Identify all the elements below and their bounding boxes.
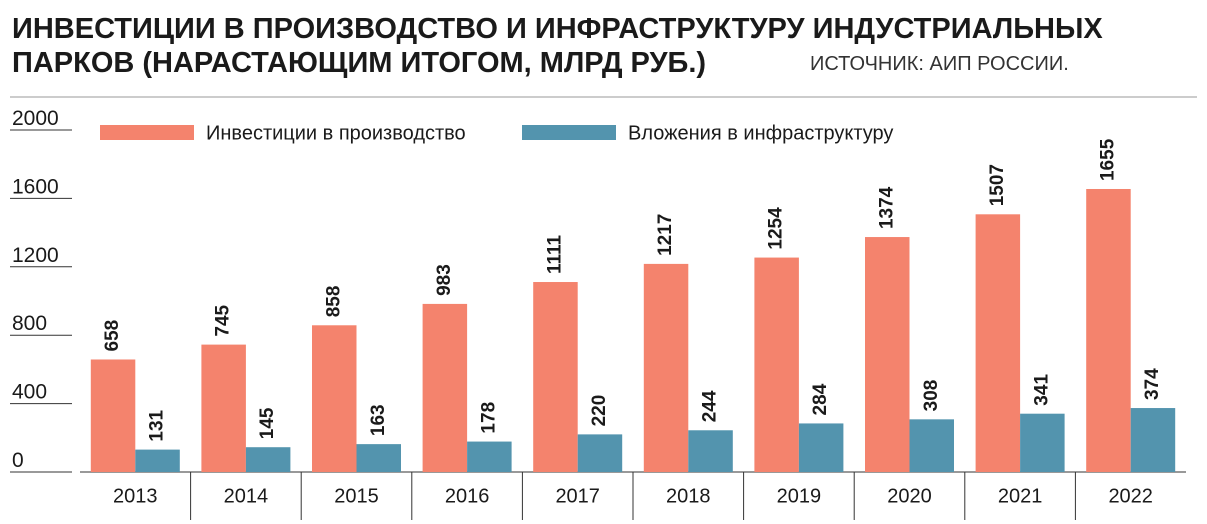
bar — [1020, 413, 1065, 472]
value-label: 131 — [147, 409, 168, 441]
y-tick-label: 1200 — [12, 244, 59, 267]
chart-title: ПАРКОВ (НАРАСТАЮЩИМ ИТОГОМ, МЛРД РУБ.) — [12, 47, 706, 79]
bar — [201, 344, 246, 472]
bar — [135, 449, 180, 472]
value-label: 163 — [368, 404, 389, 436]
x-tick-label: 2013 — [113, 485, 158, 507]
source: ИСТОЧНИК: АИП РОССИИ. — [810, 53, 1069, 75]
legend-swatch — [522, 125, 616, 140]
bar — [312, 325, 357, 472]
bar — [245, 447, 291, 472]
x-tick-label: 2014 — [224, 485, 269, 507]
legend-label: Инвестиции в производство — [206, 122, 466, 144]
bar — [467, 441, 512, 472]
legend-swatch — [100, 125, 194, 140]
bar — [865, 237, 910, 472]
value-label: 983 — [434, 264, 455, 296]
x-tick-label: 2018 — [666, 485, 711, 507]
x-tick-label: 2015 — [334, 485, 379, 507]
x-tick-label: 2022 — [1108, 485, 1153, 507]
value-label: 658 — [102, 320, 123, 352]
x-tick-label: 2019 — [777, 485, 822, 507]
value-label: 858 — [323, 286, 344, 318]
bar — [643, 263, 689, 472]
x-tick-label: 2017 — [555, 485, 600, 507]
value-label: 244 — [700, 390, 721, 422]
y-tick-label: 1600 — [12, 175, 59, 198]
value-label: 145 — [257, 407, 278, 439]
x-tick-label: 2016 — [445, 485, 490, 507]
x-tick-label: 2021 — [998, 485, 1043, 507]
value-label: 1217 — [655, 214, 676, 256]
bar — [1130, 408, 1176, 472]
value-label: 374 — [1142, 368, 1163, 400]
value-label: 1655 — [1097, 138, 1118, 181]
value-label: 220 — [589, 395, 610, 427]
bar — [798, 423, 844, 472]
value-label: 308 — [921, 380, 942, 412]
value-label: 745 — [213, 304, 234, 336]
value-label: 1111 — [544, 234, 565, 274]
bar — [533, 282, 578, 472]
value-label: 1254 — [766, 207, 787, 250]
y-tick-label: 2000 — [12, 107, 59, 130]
value-label: 178 — [478, 402, 499, 434]
chart-title: ИНВЕСТИЦИИ В ПРОИЗВОДСТВО И ИНФРАСТРУКТУ… — [12, 13, 1103, 45]
bar — [688, 430, 733, 472]
y-tick-label: 0 — [12, 449, 24, 472]
value-label: 1507 — [987, 164, 1008, 206]
bar — [754, 257, 799, 472]
bar — [909, 419, 954, 472]
x-tick-label: 2020 — [887, 485, 932, 507]
bar — [422, 303, 468, 472]
value-label: 1374 — [876, 186, 897, 229]
legend-label: Вложения в инфраструктуру — [628, 122, 893, 144]
bar — [577, 434, 623, 472]
y-tick-label: 400 — [12, 381, 47, 404]
value-label: 284 — [810, 383, 831, 415]
y-tick-label: 800 — [12, 312, 47, 335]
bar — [1086, 188, 1131, 472]
bar — [356, 444, 401, 472]
bar — [90, 359, 136, 472]
value-label: 341 — [1031, 374, 1052, 406]
bar — [975, 214, 1021, 473]
